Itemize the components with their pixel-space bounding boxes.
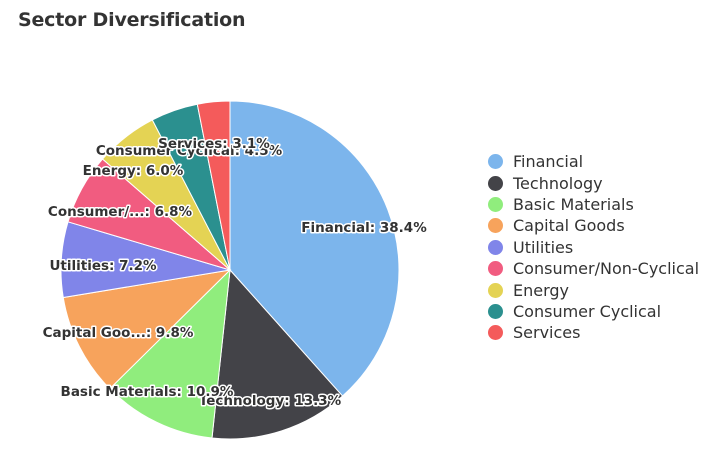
data-label-consumer-non-cyclical: Consumer/...: 6.8%	[48, 204, 193, 220]
legend-label: Services	[513, 323, 581, 343]
legend-item-financial[interactable]: Financial	[488, 151, 699, 172]
pie-slice-capital-goods[interactable]	[62, 269, 232, 390]
data-label-services: Services: 3.1%	[158, 136, 270, 152]
legend-label: Basic Materials	[513, 194, 634, 214]
legend-item-basic-materials[interactable]: Basic Materials	[488, 194, 699, 215]
pie-slice-basic-materials[interactable]	[109, 268, 231, 439]
data-label-energy: Energy: 6.0%	[83, 163, 184, 179]
legend-swatch	[488, 239, 503, 255]
legend-swatch	[488, 196, 503, 212]
pie-slice-technology[interactable]	[211, 268, 344, 440]
legend-item-energy[interactable]: Energy	[488, 279, 699, 300]
legend-item-utilities[interactable]: Utilities	[488, 237, 699, 258]
legend-swatch	[488, 218, 503, 234]
data-label-utilities: Utilities: 7.2%	[49, 258, 157, 274]
legend-swatch	[488, 175, 503, 191]
legend-label: Consumer/Non-Cyclical	[513, 259, 700, 279]
data-label-financial: Financial: 38.4%	[301, 220, 427, 236]
legend-item-capital-goods[interactable]: Capital Goods	[488, 215, 699, 236]
legend-swatch	[488, 282, 503, 298]
legend-swatch	[488, 325, 503, 341]
data-label-basic-materials: Basic Materials: 10.9%	[61, 384, 234, 400]
legend-item-consumer-cyclical[interactable]: Consumer Cyclical	[488, 301, 699, 322]
legend-item-consumer-non-cyclical[interactable]: Consumer/Non-Cyclical	[488, 258, 699, 279]
legend-label: Energy	[513, 280, 570, 300]
legend-swatch	[488, 154, 503, 170]
data-label-technology: Technology: 13.3%	[199, 393, 342, 409]
legend-item-technology[interactable]: Technology	[488, 172, 699, 193]
legend-swatch	[488, 303, 503, 319]
legend-label: Technology	[513, 173, 603, 193]
legend: Financial Technology Basic Materials Capita…	[488, 151, 699, 344]
legend-label: Utilities	[513, 237, 574, 257]
legend-item-services[interactable]: Services	[488, 322, 699, 343]
data-label-consumer-cyclical: Consumer Cyclical: 4.5%	[96, 143, 283, 159]
pie-slice-financial[interactable]	[229, 100, 400, 397]
legend-swatch	[488, 261, 503, 277]
legend-label: Consumer Cyclical	[513, 301, 662, 321]
legend-label: Capital Goods	[513, 216, 625, 236]
legend-label: Financial	[513, 152, 584, 172]
chart-title: Sector Diversification	[18, 9, 246, 31]
data-label-capital-goods: Capital Goo...: 9.8%	[43, 325, 194, 341]
pie-slice-services[interactable]	[196, 100, 231, 271]
